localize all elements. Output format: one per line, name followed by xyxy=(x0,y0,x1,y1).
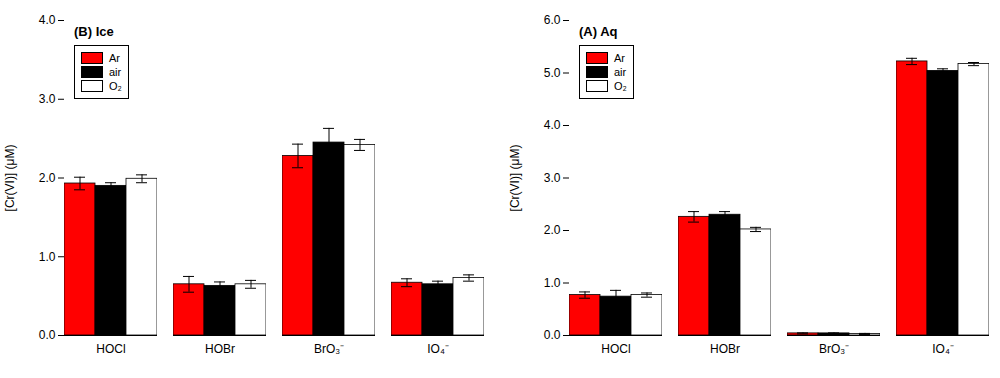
html-text:(B) Ice: (B) Ice xyxy=(74,24,114,39)
svg-text:1.0: 1.0 xyxy=(544,276,561,290)
svg-text:4.0: 4.0 xyxy=(544,118,561,132)
svg-text:HOBr: HOBr xyxy=(710,342,740,356)
svg-text:BrO₃⁻: BrO₃⁻ xyxy=(314,342,344,356)
svg-text:3.0: 3.0 xyxy=(39,92,56,106)
svg-text:2.0: 2.0 xyxy=(544,223,561,237)
svg-text:3.0: 3.0 xyxy=(544,171,561,185)
svg-text:2.0: 2.0 xyxy=(39,171,56,185)
svg-text:6.0: 6.0 xyxy=(544,13,561,27)
svg-text:HOCl: HOCl xyxy=(601,342,630,356)
svg-text:HOCl: HOCl xyxy=(96,342,125,356)
svg-text:5.0: 5.0 xyxy=(544,66,561,80)
html-text:O₂: O₂ xyxy=(109,80,122,92)
html-text:Ar: Ar xyxy=(109,52,120,64)
svg-text:HOBr: HOBr xyxy=(205,342,235,356)
svg-text:[Cr(VI)] (μM): [Cr(VI)] (μM) xyxy=(508,145,522,212)
svg-text:4.0: 4.0 xyxy=(39,13,56,27)
html-text:air: air xyxy=(109,66,122,78)
svg-text:IO₄⁻: IO₄⁻ xyxy=(427,342,449,356)
html-text:air: air xyxy=(614,66,627,78)
html-text:O₂: O₂ xyxy=(614,80,627,92)
svg-text:0.0: 0.0 xyxy=(39,328,56,342)
svg-text:[Cr(VI)] (μM): [Cr(VI)] (μM) xyxy=(3,145,17,212)
svg-text:BrO₃⁻: BrO₃⁻ xyxy=(819,342,849,356)
html-text:Ar: Ar xyxy=(614,52,625,64)
svg-text:1.0: 1.0 xyxy=(39,250,56,264)
html-text:(A) Aq: (A) Aq xyxy=(579,24,618,39)
svg-text:IO₄⁻: IO₄⁻ xyxy=(932,342,954,356)
svg-text:0.0: 0.0 xyxy=(544,328,561,342)
